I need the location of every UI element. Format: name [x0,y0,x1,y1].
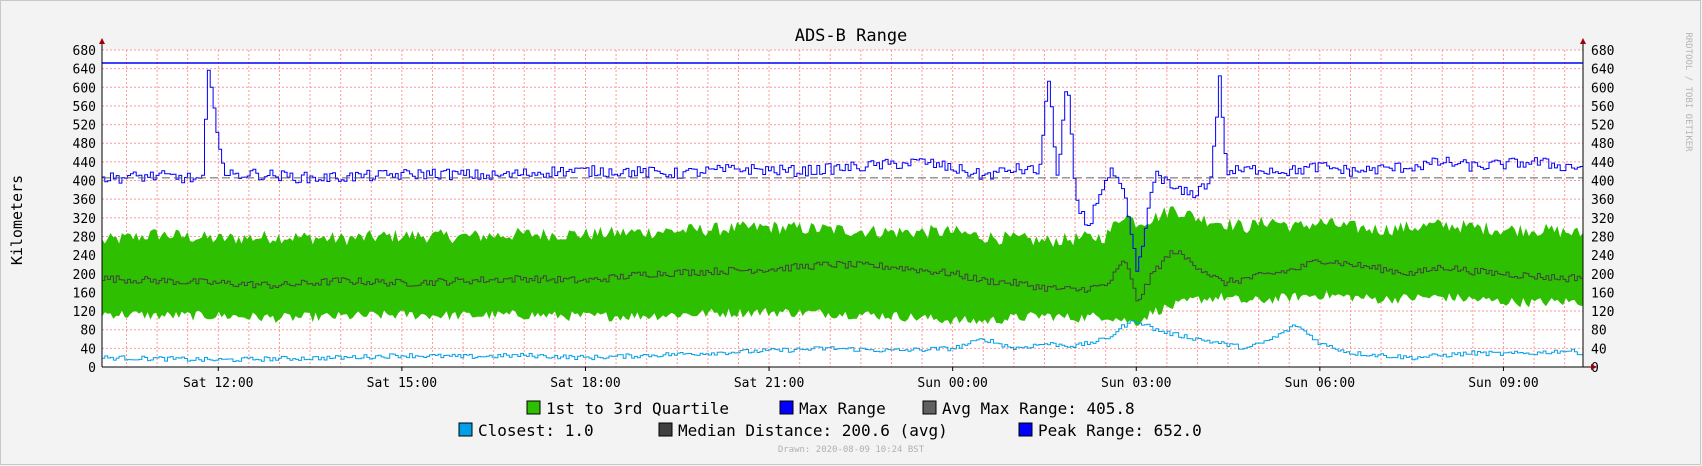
y-tick-label-right: 240 [1591,249,1614,264]
y-tick-label-left: 40 [80,342,96,357]
legend-swatch [658,422,673,437]
legend: 1st to 3rd Quartile Max Range Avg Max Rang… [458,399,1202,440]
max-range-line [102,69,1584,272]
legend-label: Peak Range: 652.0 [1038,421,1202,440]
y-tick-label-left: 0 [88,361,96,376]
y-tick-label-left: 80 [80,324,96,339]
y-tick-label-left: 520 [73,119,96,134]
y-tick-label-right: 680 [1591,44,1614,59]
y-axis-arrow-left [99,38,105,44]
quartile-band [102,206,1583,326]
y-tick-label-left: 640 [73,63,96,78]
median-distance-line [102,250,1584,302]
legend-label: 1st to 3rd Quartile [546,399,729,418]
legend-label: Closest: 1.0 [478,421,594,440]
y-tick-label-right: 600 [1591,81,1614,96]
legend-swatch [526,400,541,415]
y-tick-label-right: 440 [1591,156,1614,171]
x-tick-label: Sat 18:00 [550,376,620,391]
x-tick-label: Sun 00:00 [917,376,987,391]
legend-label: Avg Max Range: 405.8 [942,399,1135,418]
y-tick-label-left: 280 [73,230,96,245]
y-tick-label-right: 320 [1591,212,1614,227]
legend-swatch [458,422,473,437]
y-tick-label-left: 440 [73,156,96,171]
chart-title: ADS-B Range [795,26,908,46]
y-tick-label-right: 200 [1591,268,1614,283]
watermark: RRDTOOL / TOBI OETIKER [1683,32,1693,152]
y-tick-label-left: 600 [73,81,96,96]
y-tick-label-right: 280 [1591,230,1614,245]
y-tick-label-right: 80 [1591,324,1607,339]
y-tick-label-right: 360 [1591,193,1614,208]
y-tick-label-right: 520 [1591,119,1614,134]
legend-swatch [1018,422,1033,437]
y-axis-arrow-right [1580,38,1586,44]
plot-area [102,50,1583,367]
x-tick-label: Sat 15:00 [367,376,437,391]
legend-label: Median Distance: 200.6 (avg) [678,421,948,440]
x-tick-label: Sun 06:00 [1285,376,1355,391]
y-tick-label-left: 240 [73,249,96,264]
x-tick-label: Sat 21:00 [734,376,804,391]
x-tick-label: Sun 09:00 [1468,376,1538,391]
y-tick-label-right: 0 [1591,361,1599,376]
x-tick-label: Sun 03:00 [1101,376,1171,391]
y-tick-label-left: 400 [73,175,96,190]
y-tick-label-left: 680 [73,44,96,59]
y-tick-label-left: 120 [73,305,96,320]
y-tick-label-right: 120 [1591,305,1614,320]
y-axis-label: Kilometers [8,175,26,265]
y-tick-label-right: 480 [1591,137,1614,152]
x-tick-label: Sat 12:00 [183,376,253,391]
series-layer [102,62,1584,362]
y-tick-label-left: 360 [73,193,96,208]
y-tick-label-left: 320 [73,212,96,227]
y-tick-label-left: 200 [73,268,96,283]
closest-line [102,320,1584,362]
y-tick-label-right: 560 [1591,100,1614,115]
y-tick-label-right: 400 [1591,175,1614,190]
y-tick-label-left: 480 [73,137,96,152]
y-tick-label-right: 640 [1591,63,1614,78]
x-axis-arrow [1591,364,1597,370]
legend-swatch [922,400,937,415]
y-tick-label-left: 560 [73,100,96,115]
legend-label: Max Range [799,399,886,418]
axes: 0 0 40 40 80 80 120 120 160 160 200 200 240 240 280 280… [73,38,1614,391]
drawn-timestamp: Drawn: 2020-08-09 10:24 BST [778,445,925,455]
y-tick-label-left: 160 [73,286,96,301]
legend-swatch [779,400,794,415]
y-tick-label-right: 40 [1591,342,1607,357]
y-tick-label-right: 160 [1591,286,1614,301]
